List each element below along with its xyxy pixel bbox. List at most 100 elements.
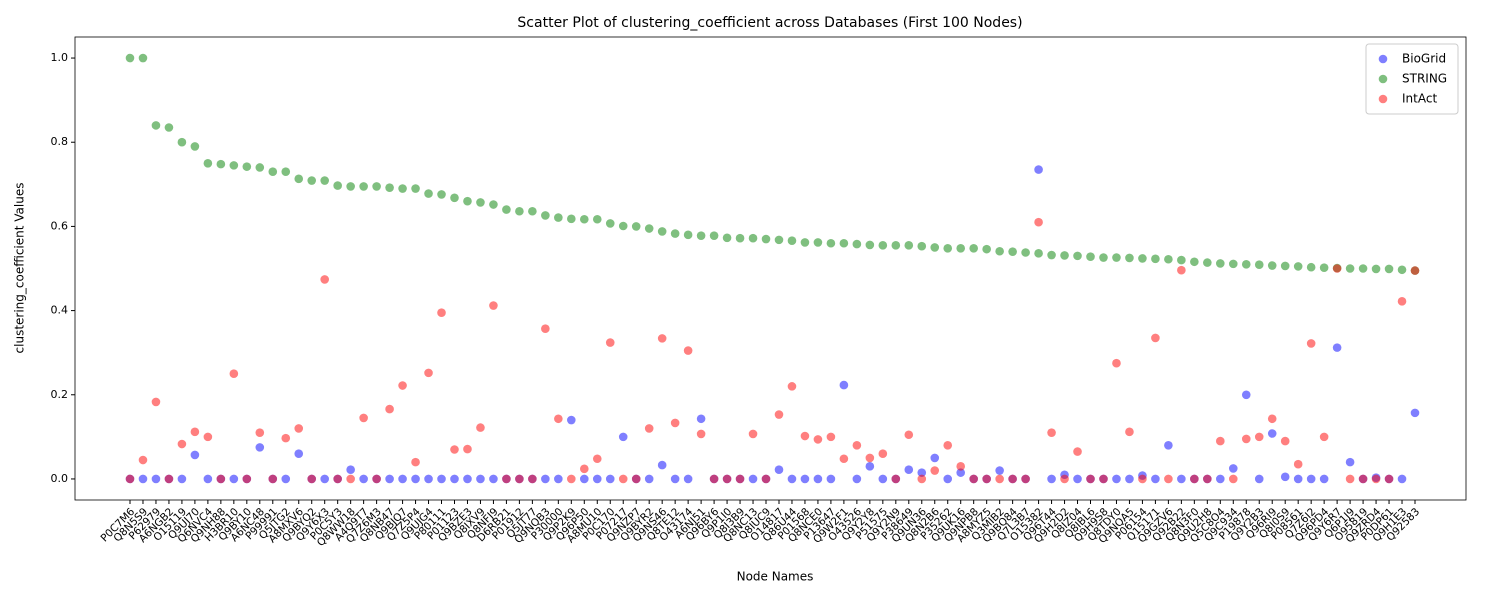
point xyxy=(943,440,953,450)
point xyxy=(605,474,615,484)
point xyxy=(930,466,940,475)
y-tick-label: 0.8 xyxy=(51,135,69,148)
point xyxy=(969,243,978,253)
point xyxy=(437,190,446,199)
point xyxy=(696,414,706,424)
point xyxy=(203,432,213,442)
point xyxy=(450,193,459,203)
point xyxy=(294,424,304,433)
point xyxy=(1138,474,1147,484)
point xyxy=(398,381,407,390)
point xyxy=(1151,333,1160,343)
point xyxy=(255,163,265,172)
point xyxy=(281,433,291,443)
point xyxy=(1021,248,1030,257)
point xyxy=(177,137,187,147)
point xyxy=(1021,474,1030,484)
point xyxy=(164,474,174,484)
point xyxy=(930,453,940,463)
point xyxy=(735,474,745,484)
point xyxy=(1112,474,1121,484)
legend-marker xyxy=(1378,54,1388,64)
point xyxy=(333,474,342,484)
point xyxy=(333,181,342,190)
point xyxy=(411,457,420,467)
point xyxy=(1177,265,1186,275)
point xyxy=(1293,459,1303,469)
point xyxy=(748,474,758,484)
point xyxy=(657,227,667,236)
point xyxy=(125,474,135,484)
point xyxy=(372,182,381,191)
point xyxy=(1397,474,1407,484)
point xyxy=(904,241,914,250)
point xyxy=(567,415,576,425)
point xyxy=(1384,264,1394,274)
point xyxy=(476,198,485,207)
point xyxy=(1241,434,1251,444)
point xyxy=(554,414,563,424)
point xyxy=(151,397,161,407)
point xyxy=(787,474,797,484)
point xyxy=(1034,217,1043,227)
point xyxy=(1332,264,1342,273)
point xyxy=(618,432,628,442)
point xyxy=(943,474,953,484)
point xyxy=(709,474,719,484)
point xyxy=(579,464,589,474)
point xyxy=(463,196,472,206)
point xyxy=(1164,254,1173,264)
point xyxy=(1164,474,1173,484)
point xyxy=(541,211,550,220)
point xyxy=(450,445,459,454)
point xyxy=(774,410,784,419)
point xyxy=(605,219,615,228)
point xyxy=(1267,261,1277,270)
point xyxy=(657,460,667,470)
point xyxy=(307,474,317,484)
point xyxy=(1319,263,1329,272)
point xyxy=(138,53,148,63)
point xyxy=(1190,474,1199,484)
point xyxy=(1280,472,1290,482)
y-axis-label: clustering_coefficient Values xyxy=(13,183,27,354)
point xyxy=(1047,428,1056,437)
point xyxy=(865,462,875,471)
point xyxy=(1228,464,1238,473)
point xyxy=(1086,252,1095,262)
point xyxy=(151,121,161,130)
point xyxy=(917,474,927,484)
point xyxy=(216,474,226,484)
point xyxy=(177,474,187,484)
point xyxy=(670,418,680,428)
point xyxy=(255,428,265,437)
point xyxy=(618,474,628,484)
point xyxy=(229,369,239,379)
point xyxy=(1073,447,1082,456)
point xyxy=(995,474,1004,484)
point xyxy=(800,431,810,441)
point xyxy=(1345,474,1355,484)
point xyxy=(268,167,278,176)
point xyxy=(1228,259,1238,269)
point xyxy=(398,474,407,484)
point xyxy=(852,474,862,484)
point xyxy=(1008,247,1017,256)
point xyxy=(852,239,862,249)
point xyxy=(541,324,550,333)
point xyxy=(1397,265,1407,275)
point xyxy=(567,474,576,484)
point xyxy=(1410,266,1420,275)
point xyxy=(904,430,914,440)
point xyxy=(1073,251,1082,261)
point xyxy=(670,229,680,238)
point xyxy=(164,123,174,132)
point xyxy=(1345,457,1355,467)
legend-marker xyxy=(1378,94,1388,104)
point xyxy=(125,53,135,63)
y-tick-label: 0.6 xyxy=(51,219,69,232)
point xyxy=(138,474,148,484)
point xyxy=(631,474,641,484)
point xyxy=(1371,474,1381,484)
point xyxy=(709,231,719,240)
